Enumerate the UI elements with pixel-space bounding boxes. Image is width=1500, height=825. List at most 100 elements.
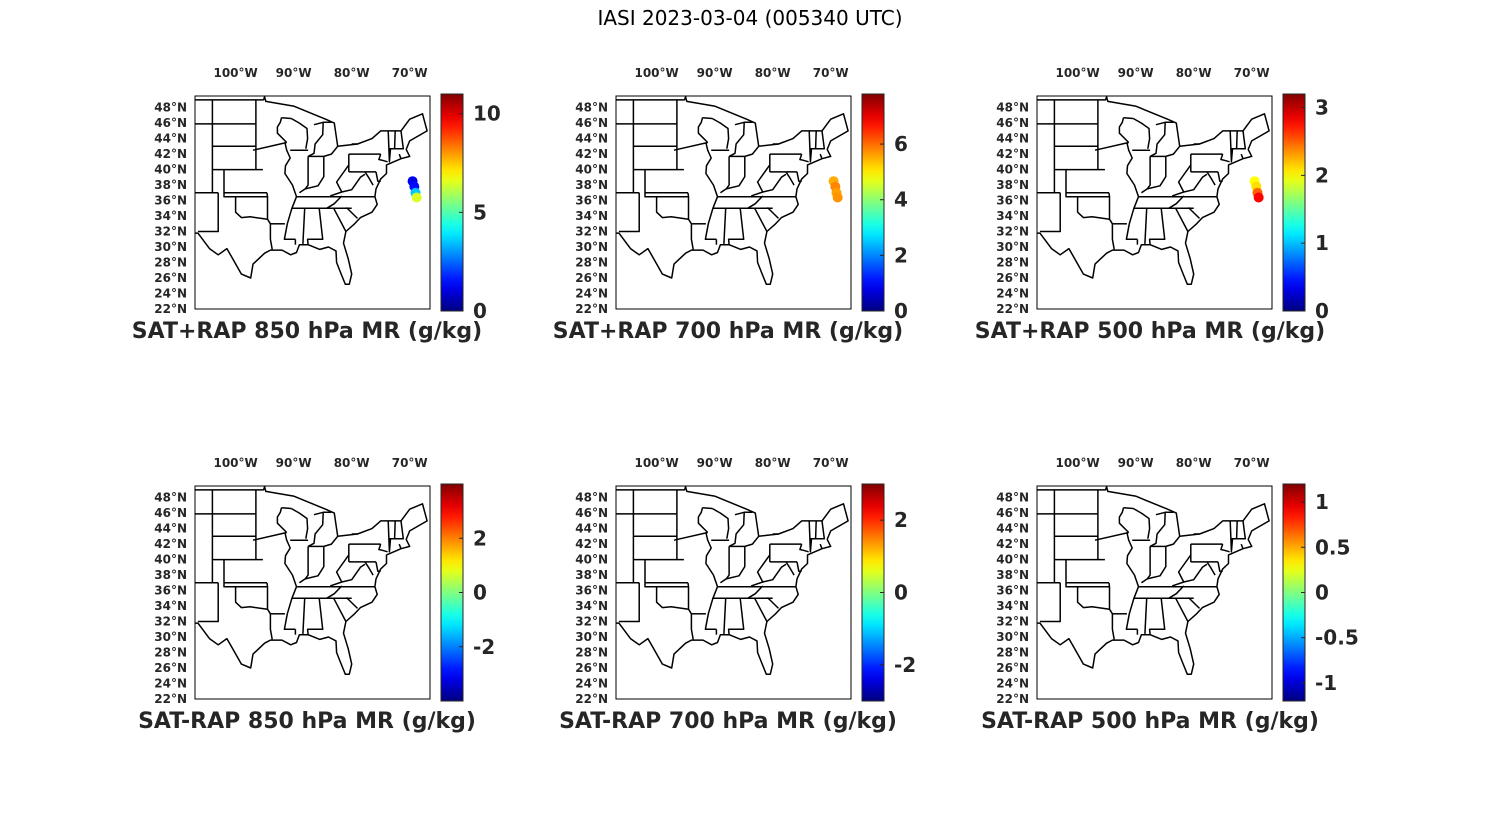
state-boundary: [323, 535, 339, 548]
coastline: [616, 486, 849, 675]
coastline: [195, 96, 428, 285]
lat-tick-label: 28°N: [575, 256, 608, 270]
state-boundary: [1094, 141, 1129, 151]
colorbar-tick-label: 2: [894, 243, 908, 267]
lon-tick-label: 100°W: [634, 456, 678, 470]
state-boundary: [1155, 511, 1174, 516]
state-boundary: [197, 582, 219, 623]
colorbar-tick-label: 2: [1315, 163, 1329, 187]
lat-tick-label: 48°N: [996, 491, 1029, 505]
colorbar-tick-label: 5: [473, 200, 487, 224]
lat-tick-label: 38°N: [575, 568, 608, 582]
lat-tick-label: 34°N: [154, 209, 187, 223]
colorbar-tick-label: 0.5: [1315, 535, 1350, 559]
lon-tick-label: 80°W: [1176, 456, 1212, 470]
lat-tick-label: 32°N: [575, 225, 608, 239]
lat-tick-label: 44°N: [154, 522, 187, 536]
lat-tick-label: 36°N: [154, 584, 187, 598]
lon-tick-label: 100°W: [1055, 66, 1099, 80]
swath-point: [832, 192, 843, 203]
state-boundary: [697, 507, 709, 534]
state-boundary: [799, 543, 809, 553]
state-boundary: [1118, 117, 1130, 144]
state-boundary: [305, 156, 325, 190]
state-boundary: [266, 192, 273, 250]
state-boundary: [398, 153, 402, 159]
state-boundary: [302, 208, 306, 244]
state-boundary: [1206, 171, 1216, 186]
panel-2-colorbar: [861, 93, 885, 312]
colorbar-tick-label: 0: [894, 299, 908, 323]
state-boundary: [252, 531, 287, 541]
state-boundary: [298, 156, 309, 194]
lat-tick-label: 42°N: [154, 147, 187, 161]
state-boundary: [750, 581, 764, 587]
state-boundary: [1108, 192, 1115, 250]
panel-4-title: SAT-RAP 850 hPa MR (g/kg): [138, 709, 476, 734]
state-boundary: [697, 117, 709, 144]
state-boundary: [313, 121, 332, 126]
panel-4-map-outlines: [195, 486, 428, 675]
lat-tick-label: 32°N: [575, 615, 608, 629]
lat-tick-label: 28°N: [575, 646, 608, 660]
state-boundary: [1140, 156, 1151, 194]
lat-tick-label: 40°N: [575, 553, 608, 567]
state-boundary: [266, 582, 273, 640]
state-boundary: [1140, 546, 1151, 584]
state-boundary: [387, 520, 392, 553]
colorbar-tick-label: 1: [1315, 231, 1329, 255]
lat-tick-label: 38°N: [996, 178, 1029, 192]
state-boundary: [393, 520, 396, 539]
lat-tick-label: 46°N: [154, 506, 187, 520]
lon-tick-label: 80°W: [755, 66, 791, 80]
panel-5-title: SAT-RAP 700 hPa MR (g/kg): [559, 709, 897, 734]
colorbar-tick-label: 0: [473, 299, 487, 323]
state-boundary: [734, 121, 753, 126]
colorbar-tick-label: 0: [1315, 299, 1329, 323]
state-boundary: [1165, 145, 1181, 158]
lon-tick-label: 80°W: [334, 456, 370, 470]
lat-tick-label: 36°N: [575, 584, 608, 598]
lat-tick-label: 38°N: [575, 178, 608, 192]
lat-tick-label: 48°N: [575, 491, 608, 505]
state-boundary: [727, 208, 745, 245]
state-boundary: [808, 520, 813, 553]
state-boundary: [766, 206, 780, 219]
lon-tick-label: 90°W: [276, 66, 312, 80]
state-boundary: [1123, 116, 1134, 120]
panel-1-colorbar: [440, 93, 464, 312]
lat-tick-label: 30°N: [996, 240, 1029, 254]
lat-tick-label: 48°N: [154, 101, 187, 115]
state-boundary: [727, 598, 745, 635]
lat-tick-label: 24°N: [154, 677, 187, 691]
lat-tick-label: 24°N: [575, 287, 608, 301]
state-boundary: [345, 206, 359, 219]
lat-tick-label: 32°N: [154, 615, 187, 629]
state-boundary: [1220, 153, 1230, 163]
state-boundary: [723, 208, 727, 244]
lat-tick-label: 28°N: [154, 256, 187, 270]
lat-tick-label: 38°N: [154, 568, 187, 582]
state-boundary: [387, 130, 392, 163]
lat-tick-label: 22°N: [154, 302, 187, 316]
state-boundary: [1235, 520, 1238, 539]
lon-tick-label: 90°W: [1118, 456, 1154, 470]
state-boundary: [329, 581, 343, 587]
state-boundary: [702, 506, 713, 510]
lon-tick-label: 80°W: [334, 66, 370, 80]
coastline: [616, 96, 849, 285]
state-boundary: [1108, 582, 1115, 640]
lat-tick-label: 38°N: [154, 178, 187, 192]
state-boundary: [252, 141, 287, 151]
state-boundary: [1175, 597, 1189, 622]
lat-tick-label: 46°N: [575, 506, 608, 520]
state-boundary: [734, 511, 753, 516]
state-boundary: [1123, 506, 1134, 510]
lat-tick-label: 34°N: [996, 209, 1029, 223]
lat-tick-label: 24°N: [575, 677, 608, 691]
state-boundary: [1039, 192, 1061, 233]
colorbar-tick-label: 0: [1315, 581, 1329, 605]
lat-tick-label: 22°N: [996, 302, 1029, 316]
